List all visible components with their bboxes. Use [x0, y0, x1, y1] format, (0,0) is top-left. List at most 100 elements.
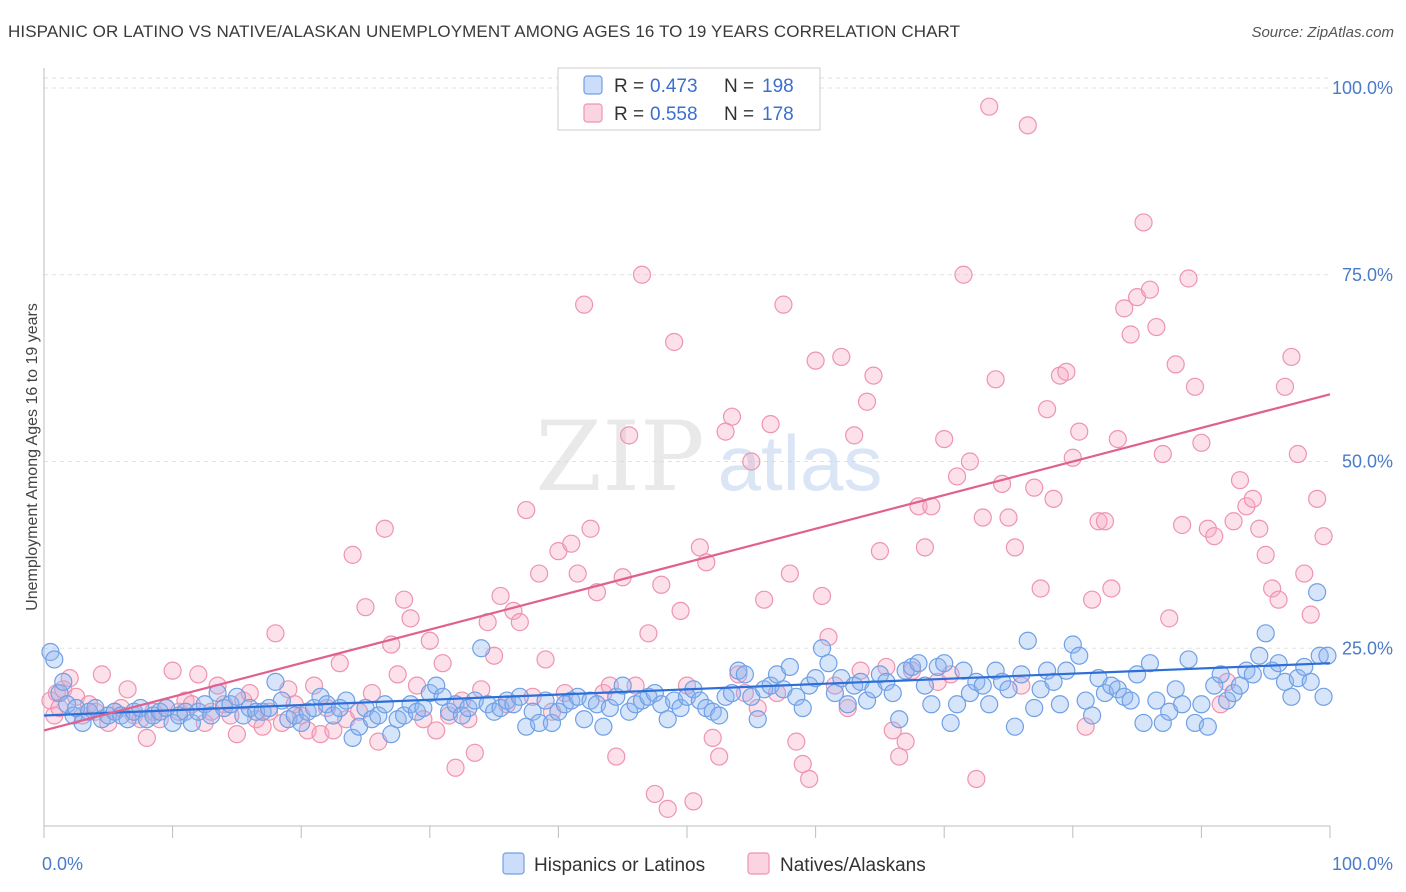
data-point [58, 695, 77, 714]
data-point [452, 706, 472, 725]
data-point [1121, 325, 1140, 344]
data-point [575, 295, 594, 314]
data-point [266, 624, 285, 643]
data-point [1250, 519, 1269, 538]
data-point [1153, 444, 1172, 464]
data-point [1166, 680, 1185, 699]
data-point [1308, 583, 1327, 602]
data-point [645, 784, 664, 804]
data-point [1121, 691, 1140, 710]
data-point [337, 691, 356, 710]
data-point [1005, 538, 1025, 557]
data-point [1230, 471, 1250, 490]
data-point [1031, 579, 1050, 598]
data-point [1076, 717, 1095, 736]
data-point [1115, 299, 1134, 318]
data-point [343, 728, 362, 747]
data-point [915, 676, 935, 695]
data-point [684, 792, 703, 811]
data-point [980, 97, 999, 116]
data-point [812, 639, 832, 658]
data-point [1173, 515, 1192, 535]
data-point [1318, 646, 1337, 665]
data-point [819, 654, 838, 673]
data-point [517, 500, 536, 520]
legend-top: R = 0.473 N = 198 R = 0.558 N = 178 [557, 67, 821, 131]
data-point [1095, 512, 1115, 531]
data-point [1185, 377, 1205, 396]
data-point [382, 725, 401, 744]
data-point [722, 407, 742, 426]
legend-bottom-label: Natives/Alaskans [780, 855, 926, 876]
data-point [1153, 713, 1172, 733]
data-point [446, 758, 465, 777]
data-point [1218, 691, 1237, 710]
data-point [1070, 646, 1089, 665]
data-point [1301, 672, 1320, 691]
legend-n-value: 198 [762, 76, 794, 97]
legend-bottom: Hispanics or Latinos Natives/Alaskans [502, 852, 926, 876]
data-point [857, 691, 877, 710]
data-point [973, 676, 992, 695]
data-point [652, 575, 671, 594]
data-point [947, 695, 967, 714]
data-point [806, 351, 825, 370]
data-point [182, 713, 201, 733]
data-point [1082, 706, 1102, 725]
data-point [562, 534, 581, 553]
data-point [420, 631, 439, 650]
data-point [330, 654, 349, 673]
data-point [1314, 527, 1333, 546]
data-point [600, 676, 619, 695]
data-point [825, 676, 844, 695]
trend-lines [43, 393, 1331, 732]
data-point [960, 452, 980, 471]
data-point [639, 624, 658, 643]
legend-r-label: R = [614, 76, 644, 97]
data-point [594, 717, 613, 736]
data-point [980, 695, 999, 714]
data-point [510, 613, 529, 632]
data-point [1263, 579, 1282, 598]
data-point [857, 392, 877, 411]
data-point [227, 687, 246, 706]
data-point [1025, 698, 1044, 718]
data-point [935, 429, 954, 449]
data-point [1282, 687, 1301, 706]
data-point [1211, 665, 1230, 684]
data-point [1179, 650, 1198, 669]
data-point [1295, 657, 1314, 677]
data-point [1018, 631, 1037, 650]
data-point [356, 598, 375, 617]
data-point [1012, 665, 1031, 684]
legend-r-label: R = [614, 104, 644, 125]
data-point [632, 265, 652, 284]
data-point [1243, 665, 1262, 684]
legend-n-label: N = [724, 104, 754, 125]
data-point [523, 702, 542, 721]
data-point [54, 672, 73, 691]
data-point [1166, 355, 1185, 374]
data-point [671, 601, 690, 621]
data-point [620, 702, 639, 721]
data-point [1140, 654, 1160, 673]
data-point [163, 713, 182, 733]
data-point [748, 710, 767, 729]
data-point [986, 661, 1005, 680]
data-point [433, 654, 452, 673]
data-point [1288, 444, 1307, 464]
data-point [671, 698, 690, 718]
data-point [787, 687, 806, 706]
data-point [1102, 579, 1121, 598]
watermark: ZIP atlas [535, 401, 882, 513]
data-point [388, 665, 407, 684]
data-point [890, 747, 909, 766]
data-point [800, 769, 819, 789]
data-point [343, 545, 362, 564]
data-point [665, 332, 684, 352]
data-point [690, 691, 709, 710]
data-point [118, 680, 137, 699]
data-point [620, 426, 639, 445]
data-point [793, 754, 812, 774]
data-point [838, 695, 857, 714]
